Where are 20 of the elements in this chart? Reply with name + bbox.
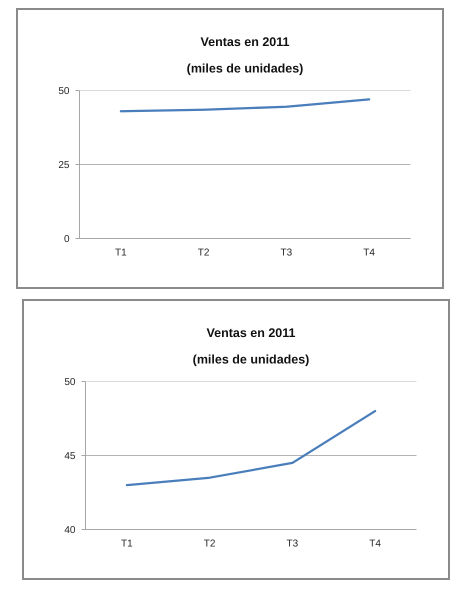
x-tick-label: T2 <box>204 538 216 550</box>
x-tick-label: T4 <box>363 248 376 258</box>
x-tick-label: T1 <box>115 248 128 258</box>
chart-subtitle: (miles de unidades) <box>192 352 310 366</box>
x-tick-label: T3 <box>280 248 293 258</box>
y-tick-label: 40 <box>64 525 76 536</box>
y-tick-label: 50 <box>58 86 70 97</box>
y-tick-label: 50 <box>64 377 76 388</box>
x-tick-label: T3 <box>286 538 299 550</box>
line-series <box>126 410 376 486</box>
x-tick-label: T2 <box>198 248 210 258</box>
line-series <box>120 98 370 112</box>
y-tick-label: 45 <box>64 451 76 462</box>
chart-subtitle: (miles de unidades) <box>186 62 304 76</box>
chart-title: Ventas en 2011 <box>200 35 290 49</box>
x-tick-label: T4 <box>369 538 382 550</box>
chart-title: Ventas en 2011 <box>206 326 296 340</box>
y-tick-label: 0 <box>64 234 70 245</box>
x-tick-label: T1 <box>121 538 134 550</box>
y-tick-label: 25 <box>58 160 70 171</box>
